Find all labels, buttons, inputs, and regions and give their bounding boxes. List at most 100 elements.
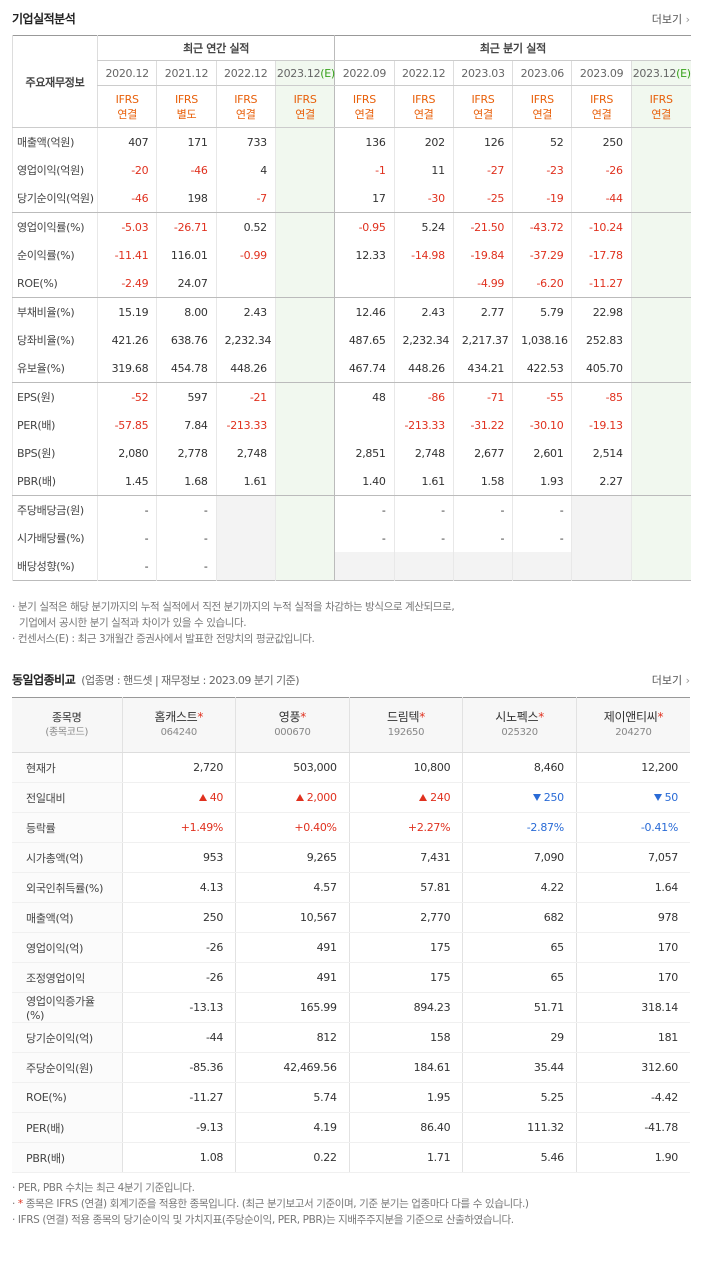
basis: IFRS xyxy=(471,92,495,106)
cell xyxy=(215,552,276,581)
cell: -37.29 xyxy=(512,241,572,269)
basis-header: IFRS 연결 xyxy=(571,85,632,128)
cell: 2,770 xyxy=(348,902,463,933)
cell: 4.13 xyxy=(121,872,236,903)
cell: 1.64 xyxy=(575,872,690,903)
cell: +0.40% xyxy=(235,812,350,843)
cell: 2,748 xyxy=(215,439,276,467)
cell: -19 xyxy=(512,184,572,213)
basis: IFRS xyxy=(590,92,614,106)
down-arrow xyxy=(532,794,541,801)
code-header-text: (종목코드) xyxy=(45,727,89,738)
arrow-shape xyxy=(295,794,304,801)
header-row: 종목명 (종목코드) 홈캐스트* 064240 영풍* 000670 드림텍* 192650 시… xyxy=(12,697,690,753)
cell: 252.83 xyxy=(571,326,632,354)
basis: 별도 xyxy=(176,107,197,121)
cell: 4.19 xyxy=(235,1112,350,1143)
section-subtitle: (업종명 : 핸드셋 | 재무정보 : 2023.09 분기 기준) xyxy=(81,674,300,687)
arrow-shape xyxy=(419,794,428,801)
row-header: 주요재무정보 xyxy=(12,35,98,128)
cell: - xyxy=(334,495,395,524)
cell: 422.53 xyxy=(512,354,572,383)
cell: 733 xyxy=(215,127,276,156)
data-row: ROE(%) -2.49 24.07 -4.99 -6.20 -11.27 xyxy=(12,269,691,298)
note: 컨센서스(E) : 최근 3개월간 증권사에서 발표한 전망치의 평균값입니다. xyxy=(12,631,454,647)
row-label: ROE(%) xyxy=(12,269,98,298)
period-header: 2023.03 xyxy=(452,60,513,86)
data-row: ROE(%) -11.27 5.74 1.95 5.25 -4.42 xyxy=(12,1082,690,1113)
cell: +2.27% xyxy=(348,812,463,843)
cell: - xyxy=(156,495,217,524)
cell: 250 xyxy=(462,782,577,813)
cell: 448.26 xyxy=(393,354,454,383)
basis: IFRS xyxy=(174,92,198,106)
cell: 1.08 xyxy=(121,1142,236,1173)
cell xyxy=(274,495,335,524)
down-arrow xyxy=(653,794,662,801)
cell: -11.41 xyxy=(96,241,157,269)
basis-header: IFRS 연결 xyxy=(630,85,691,128)
cell: - xyxy=(334,524,395,552)
cell: 467.74 xyxy=(334,354,395,383)
cell: - xyxy=(156,552,217,581)
cell: 2,232.34 xyxy=(215,326,276,354)
cell: -85 xyxy=(571,382,632,411)
data-row: PBR(배) 1.08 0.22 1.71 5.46 1.90 xyxy=(12,1142,690,1173)
cell xyxy=(334,552,395,581)
cell: 202 xyxy=(393,127,454,156)
cell: 11 xyxy=(393,156,454,184)
cell: 10,800 xyxy=(348,752,463,783)
more-link[interactable]: 더보기 xyxy=(652,11,690,27)
cell: 184.61 xyxy=(348,1052,463,1083)
ifrs-mark: * xyxy=(657,710,664,724)
cell: -21 xyxy=(215,382,276,411)
estimate-mark: (E) xyxy=(676,66,691,80)
row-label: 영업이익증가율(%) xyxy=(12,992,122,1023)
section-header: 동일업종비교 (업종명 : 핸드셋 | 재무정보 : 2023.09 분기 기준… xyxy=(12,671,690,688)
cell: -1 xyxy=(334,156,395,184)
cell: - xyxy=(96,495,157,524)
cell: 175 xyxy=(348,932,463,963)
data-row: EPS(원) -52 597 -21 48 -86 -71 -55 -85 xyxy=(12,382,691,411)
cell: 175 xyxy=(348,962,463,993)
cell: -44 xyxy=(121,1022,236,1053)
cell xyxy=(512,552,572,581)
cell: -27 xyxy=(452,156,513,184)
data-row: 배당성향(%) - - xyxy=(12,552,691,581)
data-row: 당기순이익(억) -44 812 158 29 181 xyxy=(12,1022,690,1053)
cell xyxy=(630,524,691,552)
arrow-shape xyxy=(653,794,662,801)
row-label: 외국인취득률(%) xyxy=(12,872,122,903)
company-header: 영풍* 000670 xyxy=(235,697,350,753)
cell: - xyxy=(96,552,157,581)
up-arrow xyxy=(198,794,207,801)
cell: 2,677 xyxy=(452,439,513,467)
basis: 연결 xyxy=(295,107,315,121)
period: 2023.12 xyxy=(276,66,321,80)
basis-header: IFRS 연결 xyxy=(393,85,454,128)
cell: 448.26 xyxy=(215,354,276,383)
more-link[interactable]: 더보기 xyxy=(652,672,690,688)
data-row: 영업이익(억) -26 491 175 65 170 xyxy=(12,932,690,963)
basis: IFRS xyxy=(293,92,317,106)
cell: -213.33 xyxy=(393,411,454,439)
period-header: 2023.12(E) xyxy=(630,60,691,86)
cell: 57.81 xyxy=(348,872,463,903)
basis-header: IFRS 연결 xyxy=(452,85,513,128)
cell: 50 xyxy=(575,782,690,813)
cell: -21.50 xyxy=(452,212,513,241)
cell: -57.85 xyxy=(96,411,157,439)
cell: -4.99 xyxy=(452,269,513,298)
cell: -0.95 xyxy=(334,212,395,241)
cell: 953 xyxy=(121,842,236,873)
cell xyxy=(334,411,395,439)
name-header: 종목명 (종목코드) xyxy=(12,697,122,753)
cell: 171 xyxy=(156,127,217,156)
cell xyxy=(630,269,691,298)
company: 제이앤티씨* xyxy=(578,710,689,725)
cell: 4.22 xyxy=(462,872,577,903)
period-header: 2022.12 xyxy=(393,60,454,86)
cell: -11.27 xyxy=(571,269,632,298)
cell: 9,265 xyxy=(235,842,350,873)
